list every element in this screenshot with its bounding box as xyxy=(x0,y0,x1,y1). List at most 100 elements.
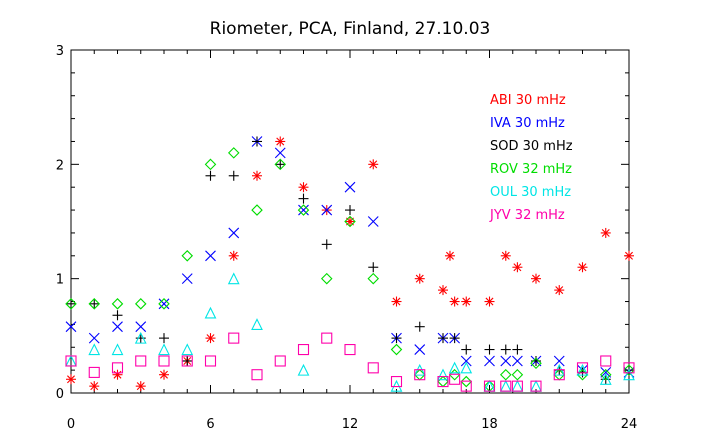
y-tick-label: 2 xyxy=(56,158,64,173)
data-point-asterisk xyxy=(484,296,495,307)
data-point-triangle xyxy=(158,343,170,356)
data-point-triangle xyxy=(227,272,240,285)
data-point-diamond xyxy=(274,158,287,171)
data-point-x xyxy=(112,321,123,333)
y-tick-label: 1 xyxy=(56,273,64,288)
data-point-diamond xyxy=(65,298,77,310)
data-point-asterisk xyxy=(624,250,634,261)
data-point-triangle xyxy=(437,368,449,381)
x-tick-label: 12 xyxy=(342,417,359,432)
data-point-x xyxy=(181,273,193,285)
data-point-square xyxy=(511,380,523,392)
data-point-diamond xyxy=(204,158,217,171)
data-point-plus xyxy=(368,262,379,273)
data-point-diamond xyxy=(181,250,194,262)
data-point-diamond xyxy=(251,204,263,216)
data-point-asterisk xyxy=(112,369,123,380)
data-point-square xyxy=(321,332,333,344)
data-point-asterisk xyxy=(461,296,472,307)
data-point-square xyxy=(553,369,565,381)
data-point-plus xyxy=(500,344,511,355)
data-point-asterisk xyxy=(600,227,611,238)
legend-entry: SOD 30 mHz xyxy=(490,139,573,154)
y-tick-label: 3 xyxy=(56,44,64,59)
data-point-triangle xyxy=(251,318,263,330)
data-markers xyxy=(65,136,635,392)
data-point-asterisk xyxy=(438,285,448,296)
data-point-square xyxy=(530,380,542,392)
data-point-plus xyxy=(89,298,100,309)
x-tick-label: 18 xyxy=(481,417,498,432)
data-point-plus xyxy=(182,355,193,366)
data-point-triangle xyxy=(111,343,124,356)
data-point-asterisk xyxy=(391,296,402,307)
x-tick-label: 24 xyxy=(621,417,638,432)
data-point-square xyxy=(483,380,496,392)
legend-entry: ABI 30 mHz xyxy=(490,93,566,108)
data-point-plus xyxy=(345,205,355,216)
data-point-plus xyxy=(449,333,460,344)
data-point-x xyxy=(460,355,472,367)
data-point-plus xyxy=(512,344,523,355)
data-point-asterisk xyxy=(159,369,169,380)
chart-title: Riometer, PCA, Finland, 27.10.03 xyxy=(210,19,491,39)
data-point-square xyxy=(600,355,612,367)
data-point-asterisk xyxy=(554,285,565,296)
data-point-asterisk xyxy=(345,216,355,227)
data-point-plus xyxy=(484,344,495,355)
data-point-plus xyxy=(275,159,286,170)
data-point-asterisk xyxy=(500,250,511,261)
data-point-plus xyxy=(298,193,309,204)
x-tick-label: 0 xyxy=(67,417,75,432)
data-point-x xyxy=(344,181,356,193)
data-point-square xyxy=(274,355,286,367)
data-point-x xyxy=(414,344,426,355)
data-point-square xyxy=(414,369,426,381)
data-point-triangle xyxy=(204,306,217,319)
data-point-x xyxy=(484,355,495,367)
data-point-asterisk xyxy=(444,250,455,261)
data-point-triangle xyxy=(576,363,589,376)
data-point-x xyxy=(274,147,286,159)
data-point-diamond xyxy=(227,147,240,159)
data-point-square xyxy=(437,376,449,388)
y-tick-label: 0 xyxy=(56,387,64,402)
data-point-asterisk xyxy=(66,374,76,385)
data-point-plus xyxy=(159,333,169,344)
data-point-square xyxy=(65,355,77,367)
data-point-diamond xyxy=(623,364,635,376)
data-point-square xyxy=(158,355,170,367)
data-point-plus xyxy=(112,310,123,321)
data-point-triangle xyxy=(88,343,101,356)
data-point-x xyxy=(205,250,216,262)
data-point-asterisk xyxy=(89,381,100,392)
data-point-asterisk xyxy=(275,136,286,147)
data-point-asterisk xyxy=(228,250,239,261)
data-point-asterisk xyxy=(531,273,541,284)
data-point-x xyxy=(367,216,379,227)
data-point-square xyxy=(623,362,635,374)
data-point-asterisk xyxy=(135,381,146,392)
data-point-square xyxy=(449,373,461,385)
data-point-square xyxy=(204,355,217,367)
data-point-plus xyxy=(438,333,448,344)
data-point-diamond xyxy=(344,215,356,228)
data-point-square xyxy=(297,344,310,356)
data-point-plus xyxy=(252,136,262,147)
data-point-x xyxy=(158,298,170,310)
data-point-square xyxy=(460,380,472,392)
data-point-asterisk xyxy=(577,262,588,273)
data-point-diamond xyxy=(511,368,524,381)
data-point-diamond xyxy=(530,357,542,370)
data-point-plus xyxy=(135,333,146,344)
legend-entry: OUL 30 mHz xyxy=(490,185,571,200)
data-point-x xyxy=(135,321,147,333)
data-point-diamond xyxy=(460,375,473,388)
data-point-diamond xyxy=(390,343,403,356)
x-tick-label: 6 xyxy=(206,417,214,432)
data-point-square xyxy=(390,376,403,388)
data-point-diamond xyxy=(499,368,512,381)
data-point-triangle xyxy=(297,363,310,376)
